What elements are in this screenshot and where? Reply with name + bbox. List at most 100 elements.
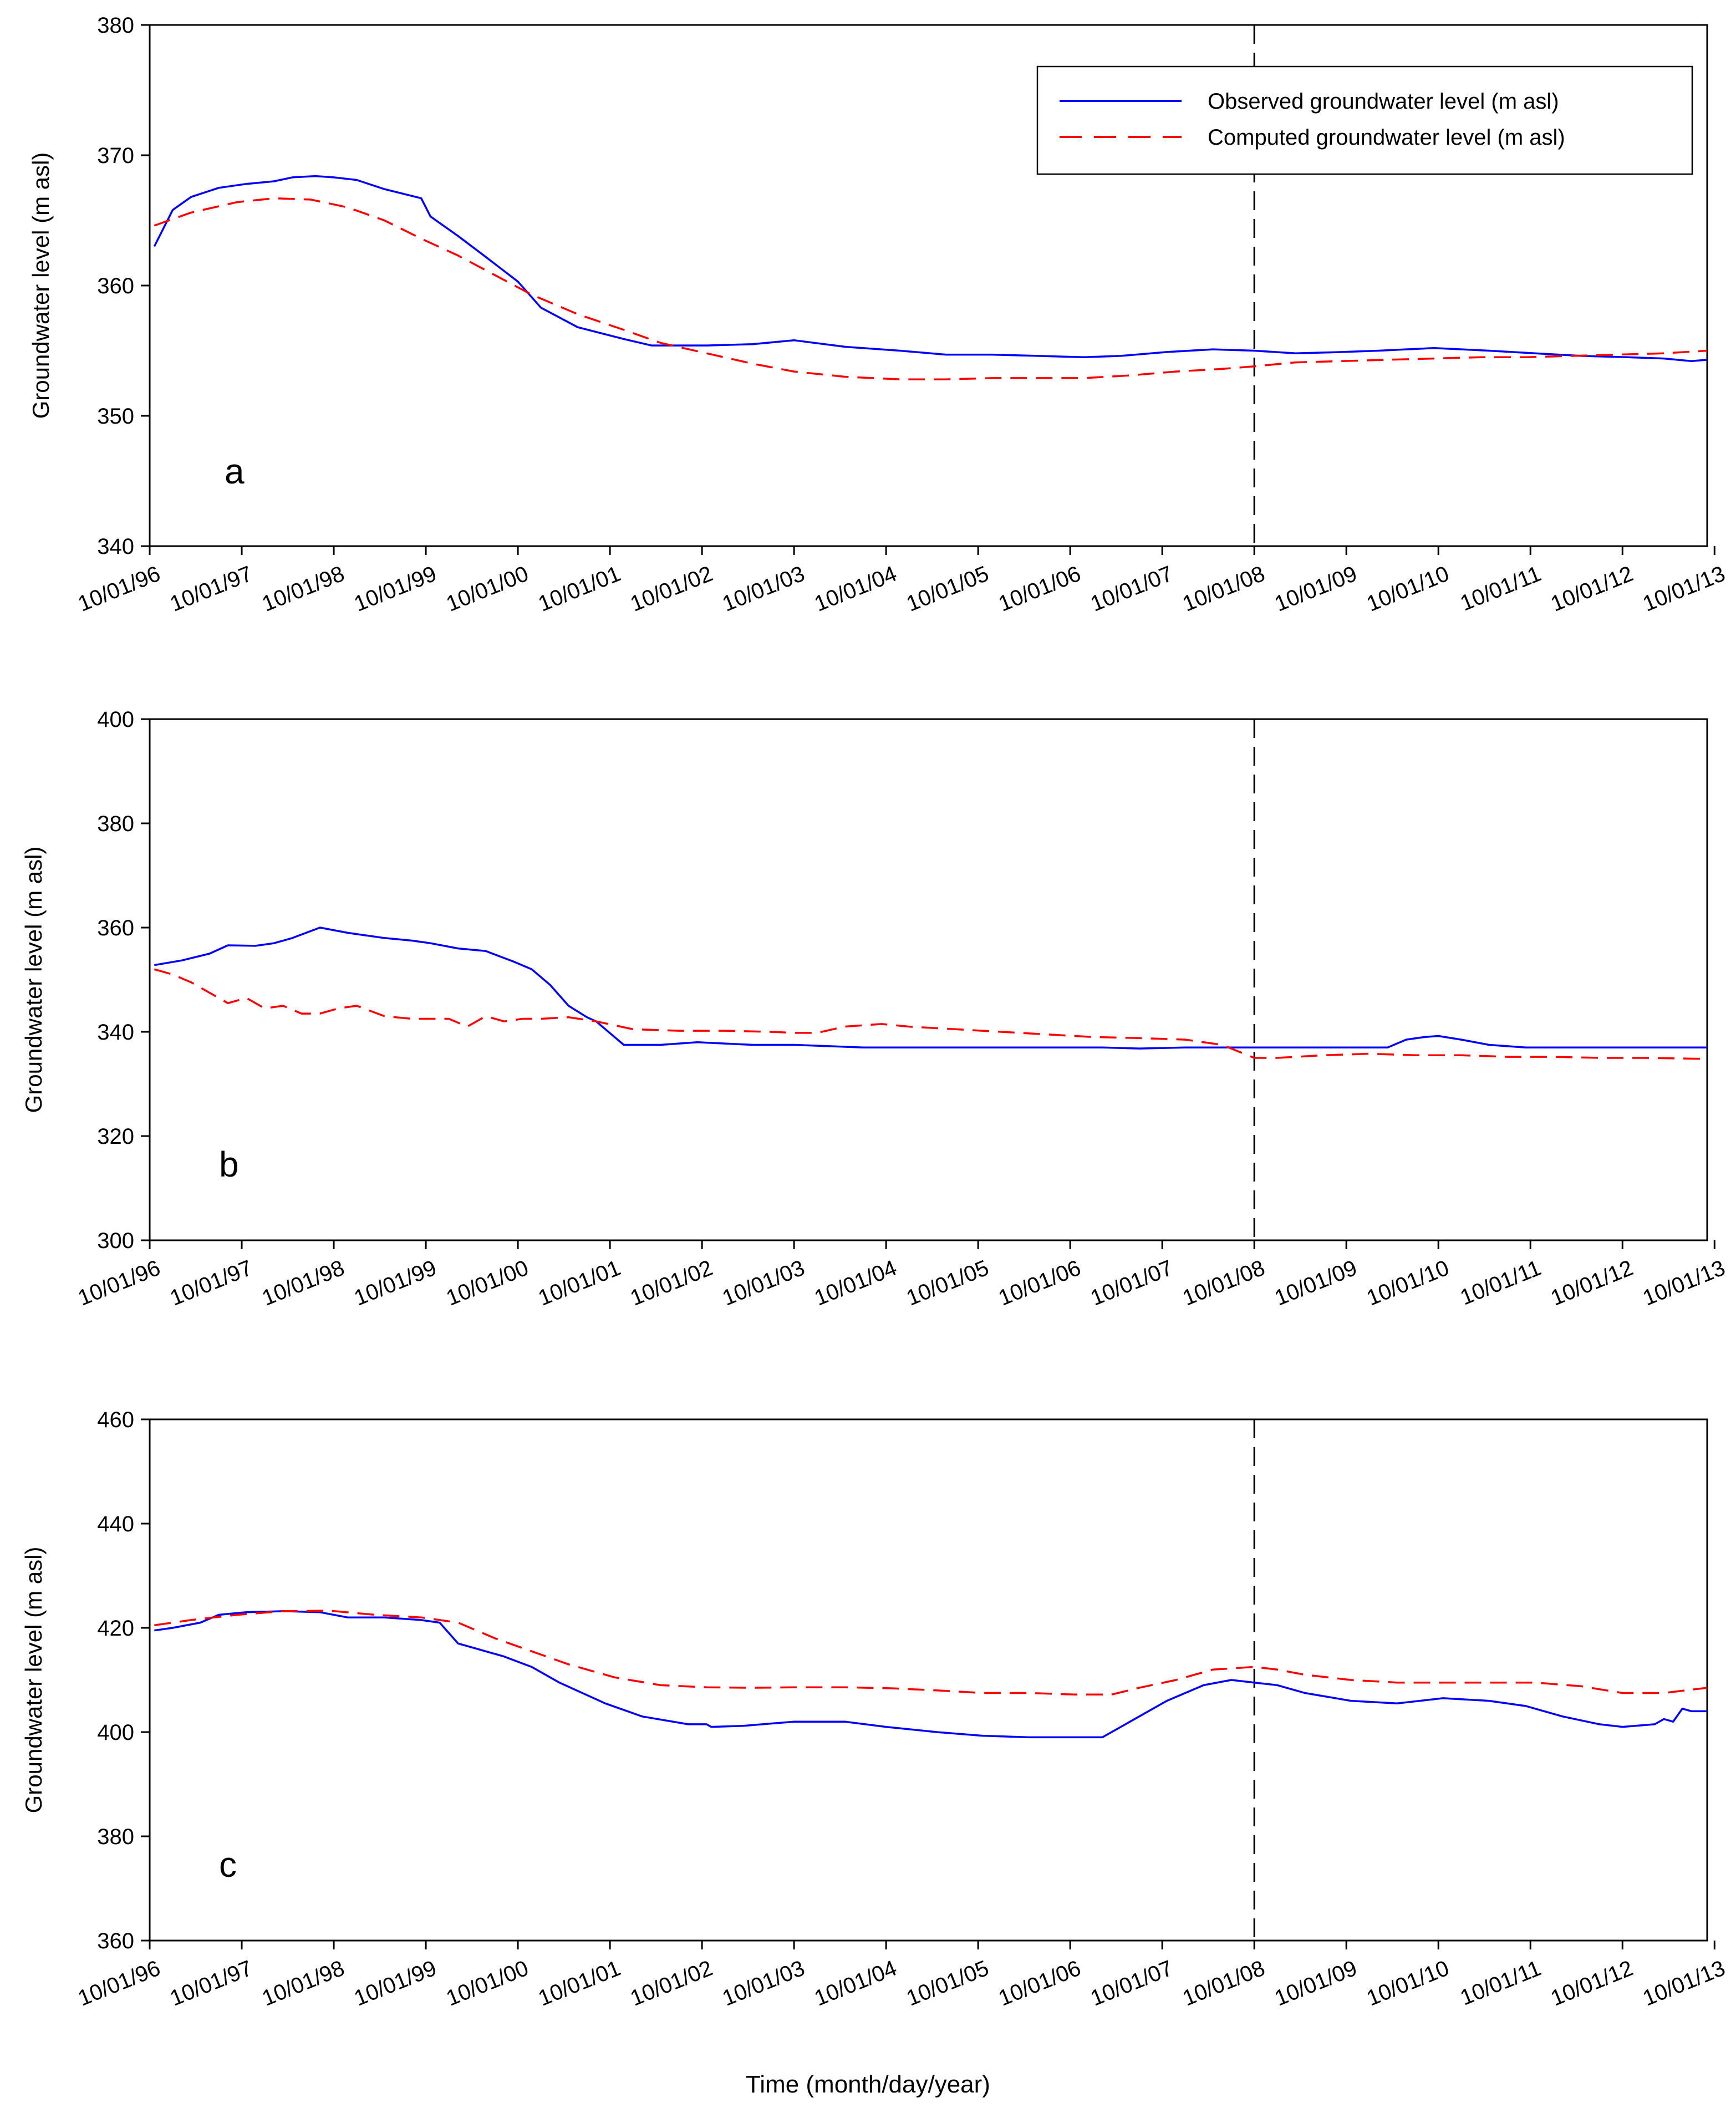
- computed-series-line: [154, 197, 1708, 380]
- y-tick-label: 460: [97, 1408, 134, 1432]
- x-tick-label: 10/01/04: [811, 1956, 900, 2011]
- x-tick-label: 10/01/05: [903, 562, 992, 617]
- x-tick-label: 10/01/07: [1087, 1256, 1177, 1311]
- x-tick-label: 10/01/01: [535, 1256, 624, 1311]
- y-tick-label: 400: [97, 707, 134, 732]
- y-tick-label: 340: [97, 1020, 134, 1045]
- x-tick-label: 10/01/11: [1457, 1256, 1545, 1310]
- x-tick-label: 10/01/96: [75, 1256, 164, 1311]
- x-tick-label: 10/01/10: [1363, 1956, 1453, 2011]
- y-axis-title-c: Groundwater level (m asl): [21, 1547, 47, 1814]
- x-tick-label: 10/01/06: [995, 1956, 1085, 2011]
- x-tick-label: 10/01/96: [75, 562, 164, 617]
- panel-a: 340 350 360 370 380 10/01/96 10/01/97 10/01/98…: [28, 13, 1729, 617]
- y-tick-label: 440: [97, 1512, 134, 1536]
- panel-letter-c: c: [219, 1845, 237, 1885]
- x-tick-label: 10/01/03: [719, 1956, 808, 2011]
- x-tick-label: 10/01/98: [259, 1256, 348, 1311]
- x-tick-label: 10/01/96: [75, 1956, 164, 2011]
- x-tick-label: 10/01/01: [535, 562, 624, 617]
- computed-series-line: [154, 968, 1708, 1060]
- x-tick-label: 10/01/98: [259, 562, 348, 617]
- x-tick-label: 10/01/10: [1363, 562, 1453, 617]
- x-tick-label: 10/01/06: [995, 562, 1085, 617]
- y-tick-label: 360: [97, 274, 134, 298]
- legend-label-computed: Computed groundwater level (m asl): [1208, 125, 1565, 150]
- y-tick-label: 370: [97, 144, 134, 168]
- x-tick-label: 10/01/09: [1271, 1256, 1361, 1311]
- x-tick-label: 10/01/07: [1087, 562, 1177, 617]
- x-axis-title: Time (month/day/year): [746, 2071, 990, 2098]
- y-tick-label: 400: [97, 1720, 134, 1745]
- legend-box: [1036, 65, 1693, 175]
- observed-series-line: [154, 1610, 1707, 1739]
- x-tick-label: 10/01/07: [1087, 1956, 1177, 2011]
- x-tick-label: 10/01/12: [1547, 1256, 1637, 1311]
- computed-series-line: [154, 1610, 1708, 1696]
- x-tick-label: 10/01/02: [627, 1256, 716, 1311]
- y-axis-a: 340 350 360 370 380: [97, 13, 150, 559]
- x-tick-label: 10/01/10: [1363, 1256, 1453, 1311]
- x-tick-label: 10/01/97: [167, 1956, 256, 2011]
- legend-label-observed: Observed groundwater level (m asl): [1208, 89, 1559, 114]
- y-axis-title-b: Groundwater level (m asl): [21, 847, 47, 1113]
- panel-letter-a: a: [225, 451, 245, 491]
- x-tick-label: 10/01/00: [443, 562, 532, 617]
- x-tick-label: 10/01/13: [1640, 1256, 1729, 1311]
- x-tick-label: 10/01/99: [351, 1256, 440, 1311]
- observed-series-line: [154, 926, 1707, 1050]
- legend: Observed groundwater level (m asl) Compu…: [1036, 65, 1693, 175]
- x-tick-label: 10/01/97: [167, 562, 256, 617]
- x-tick-label: 10/01/99: [351, 562, 440, 617]
- x-axis-a: 10/01/96 10/01/97 10/01/98 10/01/99 10/01/00…: [75, 546, 1729, 617]
- x-tick-label: 10/01/06: [995, 1256, 1085, 1311]
- y-tick-label: 420: [97, 1616, 134, 1641]
- x-tick-label: 10/01/97: [167, 1256, 256, 1311]
- observed-series-line: [153, 175, 1708, 363]
- x-tick-label: 10/01/12: [1547, 562, 1637, 617]
- y-axis-c: 360 380 400 420 440 460: [97, 1408, 150, 1953]
- x-axis-c: 10/01/96 10/01/97 10/01/98 10/01/99 10/01/00…: [75, 1941, 1729, 2011]
- x-tick-label: 10/01/98: [259, 1956, 348, 2011]
- x-tick-label: 10/01/04: [811, 562, 900, 617]
- y-tick-label: 380: [97, 1825, 134, 1849]
- series-lines-c: [154, 1419, 1708, 1941]
- x-tick-label: 10/01/09: [1271, 1956, 1361, 2011]
- series-lines-b: [154, 719, 1708, 1240]
- x-tick-label: 10/01/11: [1457, 1956, 1545, 2010]
- y-tick-label: 380: [97, 812, 134, 836]
- x-tick-label: 10/01/03: [719, 1256, 808, 1311]
- x-tick-label: 10/01/00: [443, 1956, 532, 2011]
- x-tick-label: 10/01/08: [1179, 562, 1269, 617]
- y-tick-label: 350: [97, 404, 134, 429]
- y-tick-label: 320: [97, 1124, 134, 1149]
- y-tick-label: 380: [97, 13, 134, 38]
- y-axis-title-a: Groundwater level (m asl): [28, 152, 54, 419]
- x-axis-b: 10/01/96 10/01/97 10/01/98 10/01/99 10/01/00…: [75, 1240, 1729, 1311]
- x-tick-label: 10/01/11: [1457, 562, 1545, 616]
- y-tick-label: 360: [97, 1929, 134, 1953]
- x-tick-label: 10/01/08: [1179, 1956, 1269, 2011]
- plot-frame-c: [149, 1418, 1708, 1942]
- x-tick-label: 10/01/13: [1640, 562, 1729, 617]
- x-tick-label: 10/01/00: [443, 1256, 532, 1311]
- y-tick-label: 360: [97, 916, 134, 940]
- x-tick-label: 10/01/05: [903, 1256, 992, 1311]
- x-tick-label: 10/01/03: [719, 562, 808, 617]
- x-tick-label: 10/01/01: [535, 1956, 624, 2011]
- plot-frame-b: [149, 718, 1708, 1241]
- x-tick-label: 10/01/13: [1640, 1956, 1729, 2011]
- x-tick-label: 10/01/09: [1271, 562, 1361, 617]
- x-tick-label: 10/01/08: [1179, 1256, 1269, 1311]
- panel-letter-b: b: [219, 1144, 239, 1184]
- x-tick-label: 10/01/05: [903, 1956, 992, 2011]
- x-tick-label: 10/01/12: [1547, 1956, 1637, 2011]
- y-axis-b: 300 320 340 360 380 400: [97, 707, 150, 1253]
- x-tick-label: 10/01/02: [627, 1956, 716, 2011]
- x-tick-label: 10/01/04: [811, 1256, 900, 1311]
- x-tick-label: 10/01/02: [627, 562, 716, 617]
- y-tick-label: 340: [97, 534, 134, 559]
